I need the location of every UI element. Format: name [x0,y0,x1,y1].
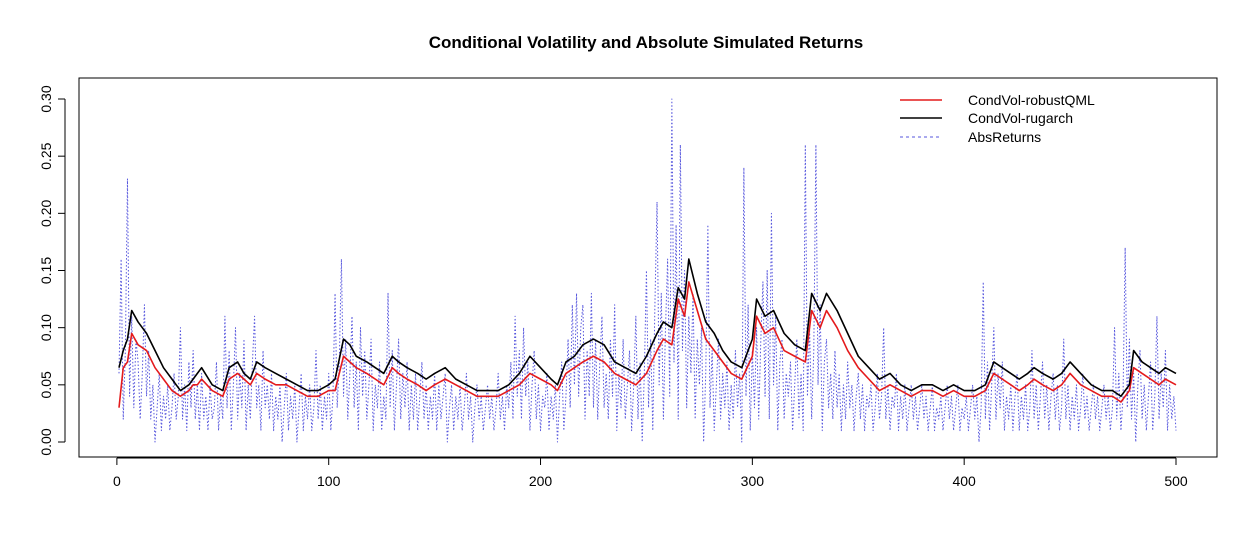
legend-label: CondVol-rugarch [968,110,1073,126]
series-layer [118,98,1177,443]
y-axis: 0.00 0.05 0.10 0.15 0.20 0.25 0.30 [38,85,66,456]
series-line-absreturns [118,98,1177,443]
y-tick-label: 0.15 [38,257,54,284]
y-tick-label: 0.20 [38,199,54,226]
series-line-condvol-robustqml [118,281,1177,408]
y-tick-label: 0.10 [38,314,54,341]
x-tick-label: 500 [1164,473,1188,489]
y-tick-label: 0.25 [38,142,54,169]
x-tick-label: 400 [952,473,976,489]
x-axis: 0 100 200 300 400 500 [113,457,1188,489]
legend-label: AbsReturns [968,129,1041,145]
x-tick-label: 0 [113,473,121,489]
series-line-condvol-rugarch [118,258,1177,398]
legend: CondVol-robustQML CondVol-rugarch AbsRetur… [900,92,1095,145]
y-tick-label: 0.00 [38,428,54,455]
x-tick-label: 100 [317,473,341,489]
chart-title: Conditional Volatility and Absolute Simu… [429,33,863,52]
x-tick-label: 200 [529,473,553,489]
legend-label: CondVol-robustQML [968,92,1095,108]
x-tick-label: 300 [741,473,765,489]
plot-frame [78,77,1218,458]
y-tick-label: 0.05 [38,371,54,398]
y-tick-label: 0.30 [38,85,54,112]
